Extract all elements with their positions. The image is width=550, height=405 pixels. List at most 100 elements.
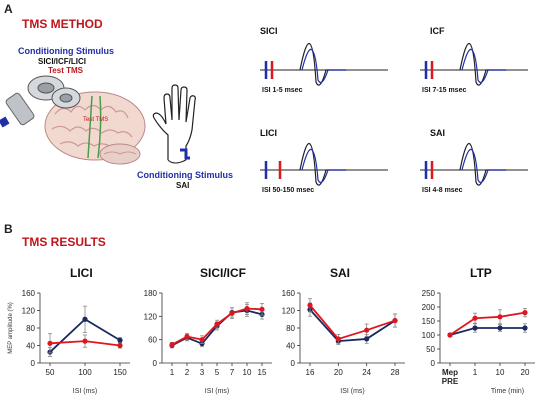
panel-b-title: TMS RESULTS	[22, 235, 106, 249]
waveform-4: SAI ISI 4-8 msec	[420, 128, 528, 194]
brain-test-tms-label: Test TMS	[83, 117, 109, 123]
x-tick-label: 16	[306, 368, 315, 377]
x-tick-label: 100	[78, 368, 92, 377]
y-tick-label: 80	[26, 324, 35, 333]
series-line-blue	[449, 327, 525, 336]
waveform-isi: ISI 7-15 msec	[422, 87, 466, 94]
y-tick-label: 160	[22, 289, 36, 298]
waveform-grid: SICI ISI 1-5 msec ICF ISI 7-15 msec LICI ISI …	[260, 26, 528, 194]
y-tick-label: 160	[282, 289, 296, 298]
y-tick-label: 50	[426, 345, 435, 354]
tms-coil-icon	[0, 75, 81, 128]
chart-title: SICI/ICF	[200, 266, 246, 280]
y-tick-label: 100	[422, 331, 436, 340]
panel-a-title: TMS METHOD	[22, 17, 103, 31]
data-point-blue	[117, 337, 123, 343]
conditioning-stimulus-sub: SICI/ICF/LICI	[38, 57, 86, 66]
conditioning-stimulus-label: Conditioning Stimulus	[18, 46, 114, 56]
y-tick-label: 40	[286, 342, 295, 351]
data-point-red	[364, 327, 370, 333]
hand-icon	[152, 84, 196, 164]
x-axis-label: ISI (ms)	[340, 388, 365, 395]
y-tick-label: 120	[282, 307, 296, 316]
mep-trace-blue	[301, 48, 346, 83]
x-tick-label: 10	[496, 368, 505, 377]
x-tick-label: 3	[200, 368, 205, 377]
chart-title: LTP	[470, 266, 492, 280]
data-point-red	[47, 340, 53, 346]
x-tick-label: Mep	[442, 368, 458, 377]
data-point-red	[229, 310, 235, 316]
data-point-red	[335, 336, 341, 342]
y-tick-label: 0	[153, 359, 158, 368]
series-line-red	[309, 304, 396, 340]
hand-conditioning-label: Conditioning Stimulus	[137, 170, 233, 180]
data-point-red	[307, 302, 313, 308]
data-point-red	[184, 333, 190, 340]
waveform-title: ICF	[430, 26, 445, 36]
x-tick-label: 28	[391, 368, 400, 377]
x-tick-label: 1	[473, 368, 478, 377]
chart-title: LICI	[70, 266, 93, 280]
x-tick-label: 2	[185, 368, 190, 377]
waveform-isi: ISI 50-150 msec	[262, 187, 314, 194]
x-tick-label: 1	[170, 368, 175, 377]
x-tick-label: 5	[215, 368, 220, 377]
y-tick-label: 60	[148, 336, 157, 345]
x-axis-label: Time (min)	[491, 388, 524, 395]
data-point-blue	[472, 325, 478, 331]
data-point-red	[169, 342, 175, 348]
data-point-blue	[364, 336, 370, 342]
mep-trace-black	[299, 142, 346, 186]
data-point-red	[447, 332, 453, 338]
data-point-red	[244, 305, 250, 312]
mep-trace-blue	[301, 148, 346, 183]
y-tick-label: 120	[22, 307, 36, 316]
mep-trace-black	[459, 142, 506, 186]
x-tick-label: 7	[230, 368, 235, 377]
x-tick-label: PRE	[442, 377, 459, 386]
x-tick-label: 150	[113, 368, 127, 377]
data-point-blue	[82, 316, 88, 322]
waveform-2: ICF ISI 7-15 msec	[420, 26, 528, 94]
y-tick-label: 0	[291, 359, 296, 368]
data-point-red	[497, 314, 503, 320]
chart-title: SAI	[330, 266, 350, 280]
waveform-3: LICI ISI 50-150 msec	[260, 128, 388, 194]
x-tick-label: 20	[521, 368, 530, 377]
data-point-red	[214, 321, 220, 327]
waveform-title: LICI	[260, 128, 277, 138]
y-tick-label: 180	[144, 289, 158, 298]
x-tick-label: 15	[258, 368, 267, 377]
data-point-red	[82, 338, 88, 344]
y-tick-label: 0	[31, 359, 36, 368]
chart-3: SAI 0 40 80 120 160 16 20 24 28 ISI (ms)	[282, 266, 405, 395]
chart-2: SICI/ICF 0 60 120 180 1 2 3 5 7 10 15 ISI (ms)	[144, 266, 272, 395]
data-point-red	[472, 315, 478, 321]
y-tick-label: 150	[422, 317, 436, 326]
mep-trace-black	[299, 42, 346, 86]
x-tick-label: 24	[362, 368, 371, 377]
mep-trace-blue	[461, 48, 506, 83]
y-tick-label: 200	[422, 303, 436, 312]
panel-b-letter: B	[4, 222, 13, 236]
mep-trace-blue	[461, 148, 506, 183]
brain-coil-illustration	[0, 75, 146, 165]
x-tick-label: 50	[46, 368, 55, 377]
data-point-red	[199, 337, 205, 343]
waveform-title: SICI	[260, 26, 278, 36]
waveform-isi: ISI 4-8 msec	[422, 187, 463, 194]
y-tick-label: 80	[286, 324, 295, 333]
data-point-red	[522, 310, 528, 316]
x-axis-label: ISI (ms)	[73, 388, 98, 395]
series-line-red	[449, 311, 526, 336]
data-point-red	[117, 342, 123, 349]
y-tick-label: 250	[422, 289, 436, 298]
x-tick-label: 10	[243, 368, 252, 377]
y-tick-label: 120	[144, 312, 158, 321]
mep-trace-black	[459, 42, 506, 86]
y-tick-label: 40	[26, 342, 35, 351]
test-tms-label: Test TMS	[48, 66, 83, 75]
